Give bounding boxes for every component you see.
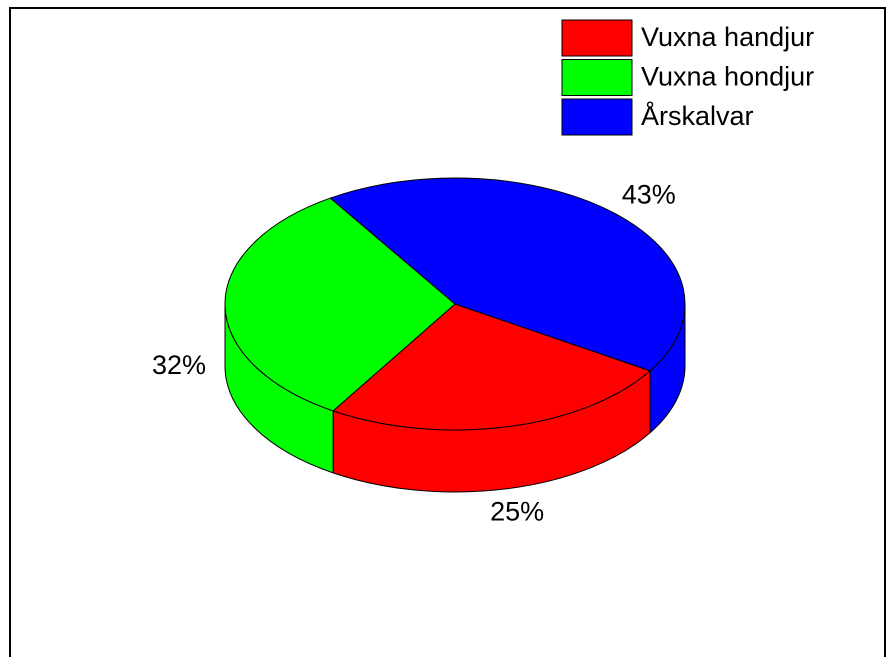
legend-swatch: [561, 98, 633, 136]
legend-label: Vuxna handjur: [641, 22, 814, 52]
pie-slice: [332, 303, 651, 431]
legend-label: Årskalvar: [641, 100, 754, 131]
pie-slice: [329, 177, 686, 372]
legend-swatch: [561, 59, 633, 96]
pie-slice: [224, 197, 456, 412]
data-label: 43%: [622, 179, 676, 209]
legend-label: Vuxna hondjur: [641, 62, 814, 92]
legend-swatch: [561, 19, 633, 57]
data-label: 25%: [490, 496, 544, 526]
data-label: 32%: [152, 350, 206, 380]
